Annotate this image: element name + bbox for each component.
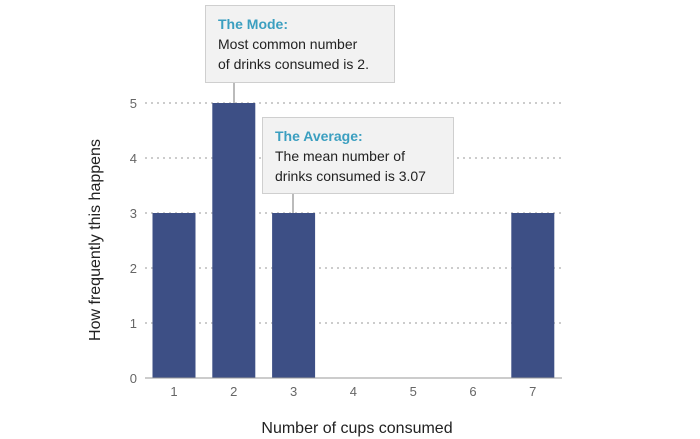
y-tick-label: 1 (130, 316, 137, 331)
x-tick-label: 2 (230, 384, 237, 399)
y-tick-labels: 0 1 2 3 4 5 (130, 96, 137, 386)
average-callout-text: The mean number of drinks consumed is 3.… (275, 148, 426, 184)
y-tick-label: 4 (130, 151, 137, 166)
x-tick-label: 4 (350, 384, 357, 399)
bar-1 (152, 213, 196, 378)
average-callout-connector (292, 194, 294, 213)
y-tick-label: 2 (130, 261, 137, 276)
x-tick-label: 5 (410, 384, 417, 399)
x-tick-label: 3 (290, 384, 297, 399)
x-axis-title: Number of cups consumed (261, 420, 452, 437)
mode-callout: The Mode: Most common number of drinks c… (205, 5, 395, 83)
x-tick-labels: 1 2 3 4 5 6 7 (170, 384, 536, 399)
bar-2 (212, 103, 256, 378)
y-axis-title: How frequently this happens (87, 139, 104, 341)
y-tick-label: 3 (130, 206, 137, 221)
bar-7 (511, 213, 555, 378)
average-callout-title: The Average: (275, 128, 363, 144)
mode-callout-title: The Mode: (218, 16, 288, 32)
mode-callout-connector (233, 83, 235, 103)
x-tick-label: 6 (469, 384, 476, 399)
mode-callout-text: Most common number of drinks consumed is… (218, 36, 369, 72)
x-tick-label: 7 (529, 384, 536, 399)
y-tick-label: 5 (130, 96, 137, 111)
average-callout: The Average: The mean number of drinks c… (262, 117, 454, 194)
bars (152, 103, 555, 378)
bar-3 (272, 213, 316, 378)
y-tick-label: 0 (130, 371, 137, 386)
x-tick-label: 1 (170, 384, 177, 399)
